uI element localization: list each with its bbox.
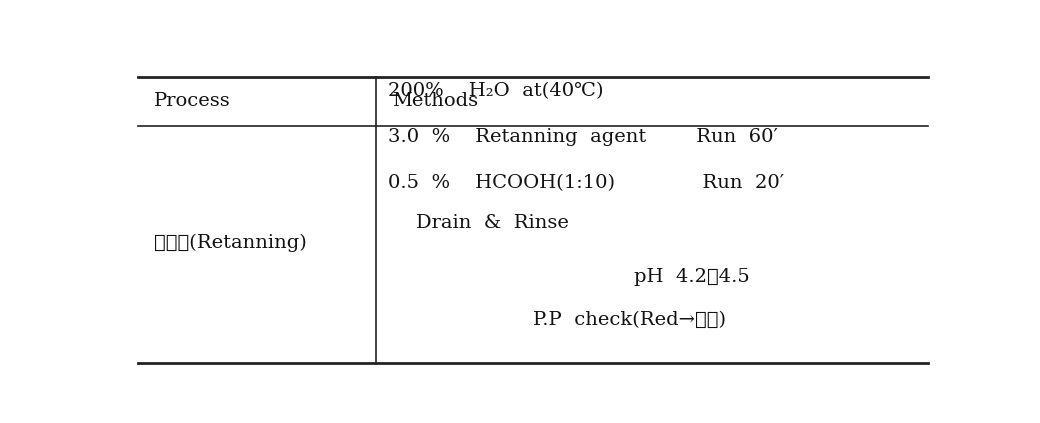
Text: Drain  &  Rinse: Drain & Rinse [416, 214, 569, 232]
Text: pH  4.2～4.5: pH 4.2～4.5 [633, 268, 750, 286]
Text: 200%    H₂O  at(40℃): 200% H₂O at(40℃) [388, 82, 603, 101]
Text: 3.0  %    Retanning  agent        Run  60′: 3.0 % Retanning agent Run 60′ [388, 128, 778, 146]
Text: 리탄닙(Retanning): 리탄닙(Retanning) [154, 234, 307, 252]
Text: Process: Process [154, 92, 231, 110]
Text: P.P  check(Red→무색): P.P check(Red→무색) [534, 310, 726, 329]
Text: Methods: Methods [392, 92, 478, 110]
Text: 0.5  %    HCOOH(1:10)              Run  20′: 0.5 % HCOOH(1:10) Run 20′ [388, 174, 784, 192]
